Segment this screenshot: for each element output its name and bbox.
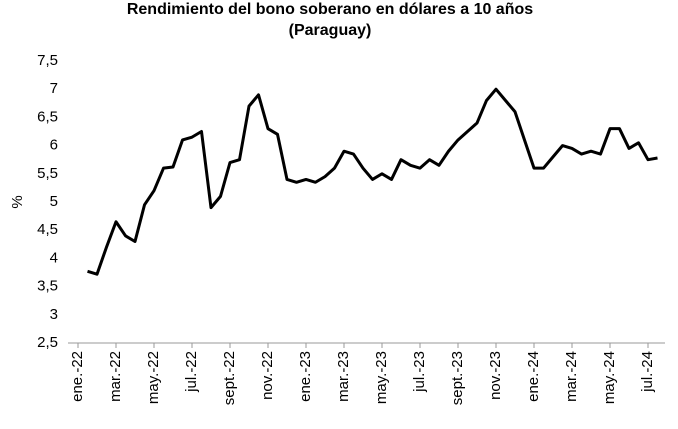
- chart-title: Rendimiento del bono soberano en dólares…: [127, 1, 533, 18]
- x-tick-label: mar.-23: [335, 351, 352, 402]
- line: [87, 87, 658, 276]
- y-tick-label: 6: [50, 137, 58, 154]
- x-tick-label: ene.-24: [525, 351, 542, 402]
- x-tick-label: jul.-24: [639, 351, 656, 393]
- x-tick-label: nov.-22: [259, 351, 276, 400]
- x-tick-label: sept.-23: [449, 351, 466, 405]
- x-tick-label: jul.-23: [411, 351, 428, 393]
- x-tick-label: sept.-22: [221, 351, 238, 405]
- x-tick-label: mar.-24: [563, 351, 580, 402]
- x-tick-label: may.-24: [601, 351, 618, 404]
- x-tick-label: ene.-23: [297, 351, 314, 402]
- x-tick-label: jul.-22: [183, 351, 200, 393]
- y-tick-label: 5,5: [37, 165, 58, 182]
- y-tick-label: 3,5: [37, 278, 58, 295]
- x-tick-label: ene.-22: [69, 351, 86, 402]
- y-axis-label: %: [9, 195, 26, 208]
- y-tick-label: 4: [50, 249, 58, 266]
- chart-title: (Paraguay): [289, 22, 372, 39]
- x-tick-label: may.-23: [373, 351, 390, 404]
- x-tick-label: nov.-23: [487, 351, 504, 400]
- x-tick-label: may.-22: [145, 351, 162, 404]
- y-tick-label: 6,5: [37, 108, 58, 125]
- y-tick-label: 7,5: [37, 52, 58, 69]
- y-tick-label: 2,5: [37, 334, 58, 351]
- y-tick-label: 7: [50, 80, 58, 97]
- y-tick-label: 4,5: [37, 221, 58, 238]
- y-tick-label: 3: [50, 306, 58, 323]
- y-tick-label: 5: [50, 193, 58, 210]
- x-tick-label: mar.-22: [107, 351, 124, 402]
